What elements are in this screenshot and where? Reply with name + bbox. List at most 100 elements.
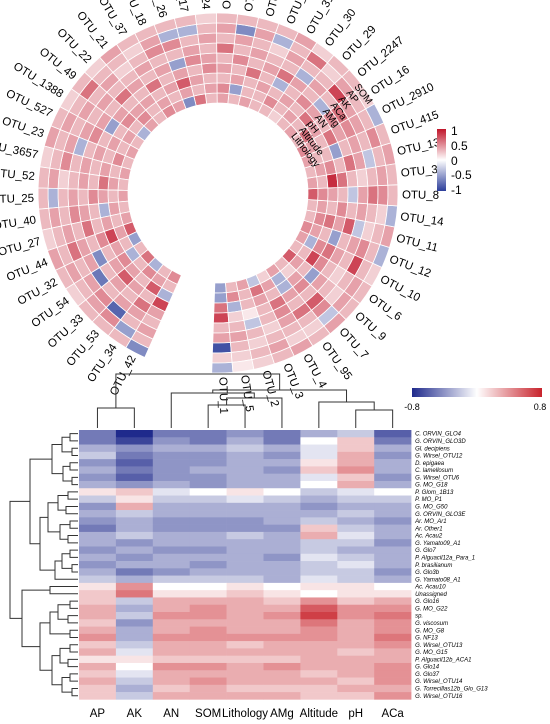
heatmap-cell (152, 459, 190, 467)
heatmap-cell (115, 459, 154, 467)
heatmap-row-label: G. Glo37 (415, 672, 440, 678)
circular-cell (216, 42, 235, 55)
heatmap-cell (337, 662, 375, 671)
heatmap-cell (337, 655, 375, 664)
heatmap-cell (152, 612, 190, 620)
heatmap-cell (115, 692, 154, 700)
otu-label: OTU_13 (396, 137, 441, 158)
heatmap-cell (152, 531, 190, 540)
heatmap-cell (189, 677, 227, 686)
heatmap-cell (374, 451, 412, 460)
heatmap-cell (300, 575, 338, 584)
heatmap-cell (115, 480, 154, 489)
circular-cell (77, 172, 90, 190)
heatmap-cell (263, 604, 301, 613)
heatmap-cell (189, 612, 227, 620)
heatmap-cell (79, 670, 117, 678)
heatmap-cell (300, 437, 338, 445)
heatmap-row-label: Gl. decipiens (415, 446, 450, 452)
heatmap-cell (374, 459, 412, 467)
heatmap-cell (79, 677, 117, 686)
dendrogram-branch (65, 505, 78, 515)
heatmap-row-label: G. NF13 (415, 636, 438, 642)
heatmap-row-label: Ar. Other1 (414, 526, 442, 532)
circular-cell (67, 188, 80, 207)
heatmap-cell (79, 561, 117, 569)
heatmap-cell (374, 495, 412, 504)
heatmap-cell (152, 604, 190, 613)
circular-cell (212, 322, 231, 334)
heatmap-cell (152, 539, 190, 547)
heatmap-cell (115, 437, 154, 445)
heatmap-cell (337, 633, 375, 642)
circular-heatmap (37, 12, 399, 374)
heatmap-cell (189, 626, 227, 635)
heatmap-cell (79, 546, 117, 555)
heatmap-cell (226, 648, 264, 656)
circular-cell (216, 82, 231, 95)
heatmap-cell (300, 539, 338, 547)
heatmap-cell (263, 590, 301, 598)
circular-cell (213, 312, 230, 324)
heatmap-cell (79, 641, 117, 649)
circular-cell (97, 175, 110, 191)
heatmap-cell (79, 510, 117, 518)
circular-legend-label-top: 0.5 (451, 139, 468, 153)
heatmap-cell (115, 641, 154, 649)
heatmap-row-label: sp. (415, 614, 423, 620)
heatmap-row-label: G. Wirsel_OTU16 (415, 694, 463, 700)
circular-cell (212, 332, 231, 344)
heatmap-cell (263, 677, 301, 686)
heatmap-cell (263, 553, 301, 562)
heatmap-cell (115, 590, 154, 598)
heatmap-cell (79, 437, 117, 445)
heatmap-cell (337, 451, 375, 460)
heatmap-row-label: G. MO_G18 (415, 483, 448, 489)
heatmap-cell (79, 553, 117, 562)
heatmap-cell (337, 641, 375, 649)
circular-cell (211, 361, 234, 374)
heatmap-cell (337, 670, 375, 678)
heatmap-cell (374, 444, 412, 453)
heatmap-cell (226, 655, 264, 664)
heatmap-cell (263, 459, 301, 467)
heatmap-cell (226, 670, 264, 678)
circular-cell (117, 178, 130, 191)
heatmap-row-label: G. Glo16 (415, 599, 440, 605)
otu-label: OTU_6 (366, 292, 403, 323)
heatmap-cell (226, 517, 264, 525)
heatmap-cell (374, 568, 412, 576)
heatmap-cell (263, 684, 301, 693)
heatmap-cell (263, 561, 301, 569)
heatmap-cell (300, 612, 338, 620)
heatmap-cell (189, 553, 227, 562)
heatmap-cell (152, 677, 190, 686)
heatmap-cell (374, 437, 412, 445)
heatmap-cell (263, 692, 301, 700)
circular-cell (199, 52, 218, 65)
heatmap-cell (152, 524, 190, 533)
heatmap-cell (115, 488, 154, 496)
heatmap-cell (226, 604, 264, 613)
heatmap-cell (337, 626, 375, 635)
heatmap-cell (152, 553, 190, 562)
otu-label: OTU_8 (402, 189, 439, 201)
circular-cell (317, 187, 329, 202)
heatmap-cell (79, 648, 117, 656)
circular-cell (216, 62, 233, 75)
heatmap-cell (115, 582, 154, 591)
heatmap-cell (189, 451, 227, 460)
heatmap-cell (79, 430, 117, 438)
otu-label: OTU_1 (216, 377, 229, 414)
heatmap-cell (300, 655, 338, 664)
heatmap-cell (226, 692, 264, 700)
heatmap-cell (337, 430, 375, 438)
heatmap-cell (79, 466, 117, 474)
circular-cell (347, 186, 359, 204)
heatmap-column-label: pH (348, 708, 363, 720)
heatmap-row-label: G. ORVIN_GLO3E (415, 512, 466, 518)
heatmap-cell (374, 539, 412, 547)
heatmap-cell (152, 692, 190, 700)
heatmap-cell (374, 626, 412, 635)
heatmap-row-label: Ac. Acau2 (414, 534, 443, 540)
